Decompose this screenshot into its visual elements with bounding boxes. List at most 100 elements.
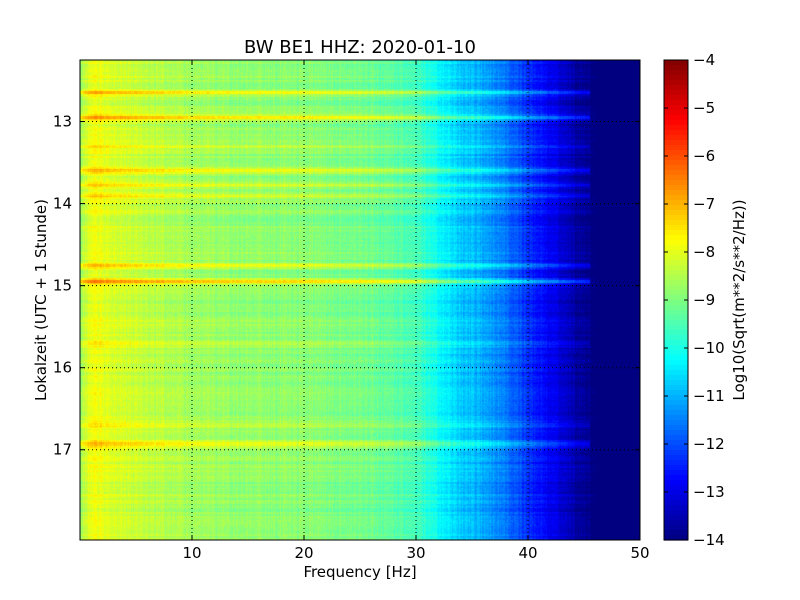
- colorbar-color-step: [664, 225, 688, 231]
- colorbar-color-step: [664, 350, 688, 356]
- colorbar-color-step: [664, 475, 688, 481]
- colorbar-color-step: [664, 435, 688, 441]
- colorbar-color-step: [664, 450, 688, 456]
- colorbar-color-step: [664, 445, 688, 451]
- colorbar-color-step: [664, 185, 688, 191]
- colorbar-color-step: [664, 515, 688, 521]
- colorbar-color-step: [664, 415, 688, 421]
- colorbar-color-step: [664, 305, 688, 311]
- colorbar-color-step: [664, 95, 688, 101]
- colorbar-color-step: [664, 100, 688, 106]
- colorbar-color-step: [664, 115, 688, 121]
- colorbar-color-step: [664, 430, 688, 436]
- colorbar-color-step: [664, 260, 688, 266]
- colorbar-color-step: [664, 375, 688, 381]
- colorbar-color-step: [664, 325, 688, 331]
- colorbar-color-step: [664, 275, 688, 281]
- colorbar-color-step: [664, 335, 688, 341]
- y-tick-label: 17: [53, 441, 72, 459]
- colorbar-color-step: [664, 230, 688, 236]
- colorbar-color-step: [664, 495, 688, 501]
- colorbar-color-step: [664, 410, 688, 416]
- colorbar-color-step: [664, 455, 688, 461]
- colorbar-tick-label: −12: [693, 435, 725, 453]
- colorbar-color-step: [664, 505, 688, 511]
- colorbar-color-step: [664, 155, 688, 161]
- colorbar-tick-label: −11: [693, 387, 725, 405]
- colorbar-color-step: [664, 215, 688, 221]
- colorbar-color-step: [664, 190, 688, 196]
- colorbar-tick-label: −8: [693, 243, 715, 261]
- colorbar-color-step: [664, 245, 688, 251]
- x-axis-label: Frequency [Hz]: [303, 563, 416, 581]
- colorbar-color-step: [664, 360, 688, 366]
- colorbar-color-step: [664, 420, 688, 426]
- colorbar-color-step: [664, 500, 688, 506]
- colorbar-color-step: [664, 85, 688, 91]
- colorbar-color-step: [664, 485, 688, 491]
- colorbar-color-step: [664, 235, 688, 241]
- colorbar-color-step: [664, 205, 688, 211]
- x-tick-label: 20: [294, 544, 313, 562]
- colorbar-color-step: [664, 255, 688, 261]
- colorbar-color-step: [664, 250, 688, 256]
- x-tick-label: 50: [630, 544, 649, 562]
- colorbar-color-step: [664, 130, 688, 136]
- y-axis-ticks: 13 14 15 16 17: [53, 113, 640, 459]
- colorbar-color-step: [664, 370, 688, 376]
- colorbar-color-step: [664, 425, 688, 431]
- y-tick-label: 15: [53, 277, 72, 295]
- colorbar-color-step: [664, 390, 688, 396]
- colorbar-color-step: [664, 65, 688, 71]
- colorbar-color-step: [664, 405, 688, 411]
- colorbar-color-step: [664, 140, 688, 146]
- colorbar-color-step: [664, 270, 688, 276]
- colorbar-color-step: [664, 170, 688, 176]
- y-tick-label: 13: [53, 113, 72, 131]
- colorbar-color-step: [664, 355, 688, 361]
- colorbar-color-step: [664, 530, 688, 536]
- colorbar-color-step: [664, 320, 688, 326]
- colorbar-tick-label: −7: [693, 195, 715, 213]
- y-axis-label: Lokalzeit (UTC + 1 Stunde): [32, 199, 50, 401]
- colorbar-label: Log10(Sqrt(m**2/s**2/Hz)): [730, 199, 748, 400]
- x-axis-ticks: 10 20 30 40 50: [182, 60, 650, 562]
- colorbar-tick-label: −6: [693, 147, 715, 165]
- colorbar-color-step: [664, 365, 688, 371]
- colorbar-color-step: [664, 70, 688, 76]
- colorbar-color-step: [664, 345, 688, 351]
- colorbar-tick-label: −14: [693, 531, 725, 549]
- colorbar-color-step: [664, 75, 688, 81]
- colorbar-color-step: [664, 285, 688, 291]
- colorbar-color-step: [664, 265, 688, 271]
- colorbar-color-step: [664, 490, 688, 496]
- colorbar: −4 −5 −6 −7 −8 −9 −10 −11 −12 −13 −14 Log10(Sqrt(m…: [663, 51, 748, 549]
- colorbar-color-step: [664, 520, 688, 526]
- colorbar-color-step: [664, 295, 688, 301]
- colorbar-color-step: [664, 440, 688, 446]
- colorbar-color-step: [664, 340, 688, 346]
- colorbar-color-step: [664, 460, 688, 466]
- colorbar-scale: [664, 60, 688, 541]
- colorbar-color-step: [664, 290, 688, 296]
- colorbar-color-step: [664, 120, 688, 126]
- chart-title: BW BE1 HHZ: 2020-01-10: [244, 37, 476, 58]
- colorbar-color-step: [664, 160, 688, 166]
- colorbar-ticks: −4 −5 −6 −7 −8 −9 −10 −11 −12 −13 −14: [664, 51, 725, 549]
- colorbar-color-step: [664, 300, 688, 306]
- colorbar-color-step: [664, 380, 688, 386]
- colorbar-color-step: [664, 315, 688, 321]
- colorbar-tick-label: −9: [693, 291, 715, 309]
- colorbar-color-step: [664, 210, 688, 216]
- colorbar-color-step: [664, 280, 688, 286]
- colorbar-color-step: [664, 135, 688, 141]
- colorbar-color-step: [664, 110, 688, 116]
- spectrogram-plot: 10 20 30 40 50 13 14 15 16 17: [53, 59, 650, 562]
- plot-frame: [79, 59, 641, 541]
- colorbar-color-step: [664, 200, 688, 206]
- colorbar-color-step: [664, 400, 688, 406]
- colorbar-tick-label: −4: [693, 51, 715, 69]
- colorbar-color-step: [664, 535, 688, 541]
- colorbar-color-step: [664, 385, 688, 391]
- colorbar-color-step: [664, 165, 688, 171]
